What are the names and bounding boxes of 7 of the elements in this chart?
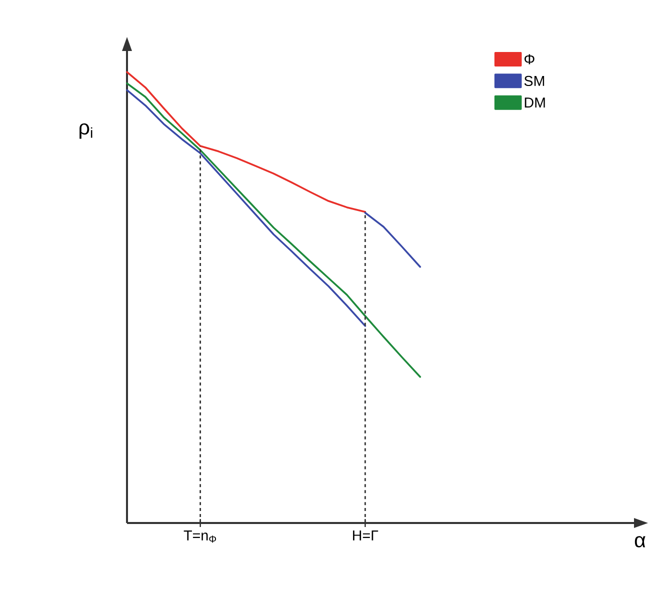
y-axis-title: ρ$_{i}$ [80,123,92,139]
x-tick-label: H=Γ [353,530,378,540]
legend-label: SM [524,76,544,86]
legend-label: Φ [524,54,534,64]
legend-label: DM [524,98,545,108]
x-axis-title: α [634,536,646,548]
x-tick-label: T=n$_{Φ}$ [184,530,216,543]
